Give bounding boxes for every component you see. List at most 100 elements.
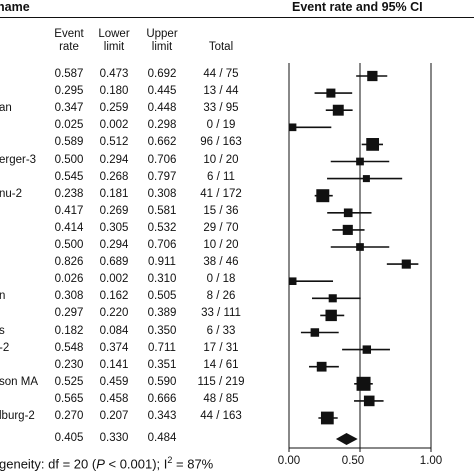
study-name: lburg-2 — [0, 410, 35, 422]
total-cell: 44 / 163 — [200, 410, 242, 422]
total-cell: 6 / 11 — [207, 170, 235, 183]
event-rate-cell: 0.548 — [54, 341, 84, 354]
upper-limit-cell: 0.797 — [147, 170, 177, 183]
event-rate-cell: 0.230 — [54, 358, 84, 371]
upper-limit-header-line2: limit — [151, 41, 173, 53]
upper-limit-cell: 0.448 — [147, 102, 177, 115]
total-cell: 0 / 19 — [206, 119, 236, 132]
upper-limit-cell: 0.445 — [147, 85, 177, 98]
event-rate-cell: 0.025 — [54, 119, 84, 132]
upper-limit-cell: 0.350 — [147, 324, 177, 337]
total-header: Total — [208, 41, 234, 53]
lower-limit-cell: 0.002 — [99, 273, 129, 286]
study-marker — [367, 70, 378, 82]
event-rate-cell: 0.238 — [54, 187, 84, 200]
study-name: erger-3 — [0, 153, 37, 166]
event-rate-cell: 0.545 — [54, 170, 84, 183]
upper-limit-header: Upper limit — [137, 28, 187, 54]
event-rate-cell: 0.182 — [54, 324, 84, 337]
lower-limit-cell: 0.459 — [99, 375, 129, 388]
study-marker — [363, 395, 375, 407]
header-divider — [0, 17, 474, 18]
upper-limit-cell: 0.711 — [148, 341, 176, 354]
total-cell: 15 / 36 — [203, 204, 239, 217]
total-cell: 44 / 75 — [203, 68, 239, 80]
event-rate-cell: 0.347 — [54, 102, 84, 115]
study-marker — [328, 294, 337, 303]
study-name: son MA — [0, 375, 38, 388]
study-name: an — [0, 102, 12, 115]
event-rate-header-line1: Event — [54, 28, 84, 40]
lower-limit-cell: 0.458 — [99, 392, 129, 405]
heterogeneity-prefix: geneity: df = 20 ( — [0, 456, 97, 472]
p-symbol: P — [96, 456, 105, 472]
upper-limit-cell: 0.706 — [147, 153, 177, 166]
i2-superscript: 2 — [167, 455, 173, 465]
lower-limit-cell: 0.002 — [99, 119, 129, 132]
study-name: n — [0, 290, 6, 303]
study-name: -2 — [0, 341, 10, 354]
lower-limit-cell: 0.473 — [99, 68, 129, 80]
total-cell: 38 / 46 — [203, 256, 239, 269]
lower-limit-header-line1: Lower — [98, 28, 130, 40]
upper-limit-cell: 0.911 — [148, 256, 176, 269]
lower-limit-cell: 0.268 — [99, 170, 129, 183]
event-rate-header: Event rate — [44, 28, 94, 54]
lower-limit-cell: 0.294 — [99, 239, 129, 251]
event-rate-cell: 0.500 — [54, 153, 84, 166]
study-marker — [401, 259, 411, 269]
upper-limit-cell: 0.308 — [147, 187, 177, 200]
total-cell: 0 / 18 — [206, 273, 236, 286]
upper-limit-cell: 0.351 — [147, 358, 177, 371]
study-marker — [356, 243, 364, 251]
total-cell: 10 / 20 — [203, 153, 239, 166]
total-cell: 10 / 20 — [203, 239, 239, 251]
lower-limit-cell: 0.374 — [99, 341, 129, 354]
lower-limit-cell: 0.084 — [99, 324, 129, 337]
event-rate-cell: 0.500 — [54, 239, 84, 251]
total-cell: 17 / 31 — [203, 341, 239, 354]
total-cell: 96 / 163 — [200, 136, 242, 149]
event-rate-cell: 0.826 — [54, 256, 84, 269]
study-marker — [288, 123, 297, 132]
study-marker — [343, 208, 353, 218]
lower-limit-cell: 0.305 — [99, 221, 129, 234]
event-rate-cell: 0.587 — [54, 68, 84, 80]
lower-limit-header: Lower limit — [89, 28, 139, 54]
lower-limit-cell: 0.207 — [99, 410, 129, 422]
lower-limit-cell: 0.512 — [99, 136, 129, 149]
study-marker — [366, 138, 380, 151]
total-cell: 33 / 95 — [203, 102, 239, 115]
upper-limit-cell: 0.706 — [147, 239, 177, 251]
i2-value-text: = 87% — [172, 456, 214, 472]
upper-limit-cell: 0.310 — [147, 273, 177, 286]
study-marker — [326, 88, 336, 98]
upper-limit-cell: 0.505 — [147, 290, 177, 303]
lower-limit-cell: 0.689 — [99, 256, 129, 269]
lower-limit-cell: 0.162 — [99, 290, 129, 303]
plot-title: Event rate and 95% CI — [292, 0, 423, 14]
tick-label-0: 0.00 — [277, 455, 301, 467]
event-rate-cell: 0.417 — [54, 204, 84, 217]
lower-limit-cell: 0.180 — [99, 85, 129, 98]
upper-limit-cell: 0.666 — [147, 392, 177, 405]
p-value-text: < 0.001); I — [104, 456, 168, 472]
study-marker — [362, 345, 372, 354]
total-cell: 13 / 44 — [203, 85, 239, 98]
lower-limit-cell: 0.294 — [99, 153, 129, 166]
total-cell: 48 / 85 — [203, 392, 239, 405]
upper-limit-cell: 0.662 — [147, 136, 177, 149]
pooled-rate: 0.405 — [54, 432, 84, 444]
study-marker — [356, 157, 364, 166]
total-cell: 33 / 111 — [201, 307, 241, 320]
event-rate-cell: 0.589 — [54, 136, 84, 149]
upper-limit-cell: 0.532 — [147, 221, 177, 234]
lower-limit-header-line2: limit — [103, 41, 125, 53]
total-cell: 115 / 219 — [197, 375, 245, 388]
total-cell: 8 / 26 — [206, 290, 236, 303]
upper-limit-cell: 0.298 — [147, 119, 177, 132]
upper-limit-cell: 0.389 — [147, 307, 177, 320]
event-rate-cell: 0.414 — [54, 221, 84, 234]
event-rate-cell: 0.295 — [54, 85, 84, 98]
